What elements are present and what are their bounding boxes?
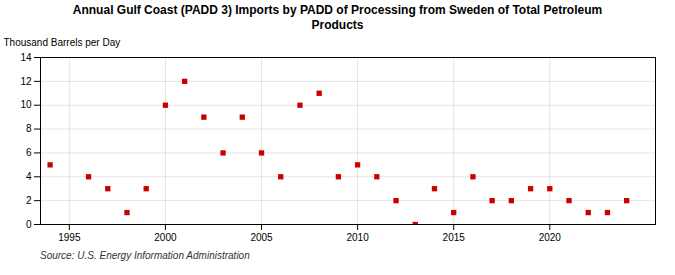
- html-text:Source: U.S. Energy Informatio: Source: U.S. Energy Information Administ…: [40, 250, 250, 261]
- svg-text:4: 4: [26, 171, 32, 182]
- svg-text:0: 0: [26, 219, 32, 230]
- svg-text:2010: 2010: [346, 232, 369, 243]
- html-text:Annual Gulf Coast (PADD 3) Imp: Annual Gulf Coast (PADD 3) Imports by PA…: [72, 3, 603, 17]
- svg-text:1995: 1995: [58, 232, 81, 243]
- html-text:Products: Products: [311, 18, 364, 32]
- svg-text:8: 8: [26, 123, 32, 134]
- svg-text:2020: 2020: [539, 232, 562, 243]
- svg-text:14: 14: [20, 52, 32, 63]
- svg-text:2005: 2005: [250, 232, 273, 243]
- svg-text:12: 12: [20, 76, 32, 87]
- svg-text:2000: 2000: [154, 232, 177, 243]
- svg-text:2015: 2015: [443, 232, 466, 243]
- svg-text:2: 2: [26, 195, 32, 206]
- svg-text:10: 10: [20, 99, 32, 110]
- svg-text:6: 6: [26, 147, 32, 158]
- svg-text:Thousand Barrels per Day: Thousand Barrels per Day: [4, 37, 121, 48]
